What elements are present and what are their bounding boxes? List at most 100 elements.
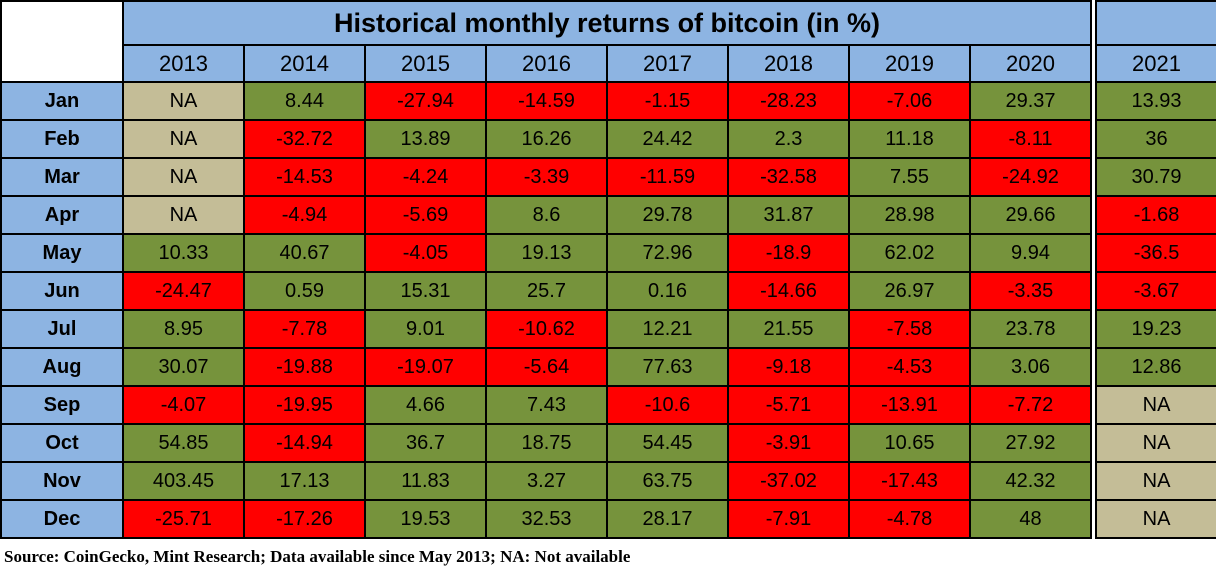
- value-cell: 29.66: [968, 195, 1093, 235]
- year-header: 2019: [848, 44, 971, 83]
- value-cell: -14.66: [727, 271, 850, 311]
- value-cell: 21.55: [727, 309, 850, 349]
- value-cell: 10.33: [122, 233, 245, 273]
- value-cell: NA: [122, 119, 245, 159]
- value-cell: NA: [1095, 499, 1216, 539]
- month-label: Nov: [0, 461, 124, 501]
- value-cell: -19.95: [243, 385, 366, 425]
- value-cell: 72.96: [606, 233, 729, 273]
- source-note: Source: CoinGecko, Mint Research; Data a…: [4, 547, 631, 566]
- table-row: Jun -24.47 0.59 15.31 25.7 0.16 -14.66 26.97 -3.…: [0, 271, 1216, 311]
- value-cell: 9.01: [364, 309, 487, 349]
- value-cell: NA: [1095, 385, 1216, 425]
- value-cell: 3.06: [968, 347, 1093, 387]
- table-row: Mar NA -14.53 -4.24 -3.39 -11.59 -32.58 7.55 -24…: [0, 157, 1216, 197]
- value-cell: 9.94: [968, 233, 1093, 273]
- value-cell: NA: [122, 195, 245, 235]
- value-cell: -3.35: [968, 271, 1093, 311]
- value-cell: -14.94: [243, 423, 366, 463]
- value-cell: -25.71: [122, 499, 245, 539]
- value-cell: -4.94: [243, 195, 366, 235]
- value-cell: 27.92: [968, 423, 1093, 463]
- value-cell: -27.94: [364, 81, 487, 121]
- month-label: Sep: [0, 385, 124, 425]
- table-row: Aug 30.07 -19.88 -19.07 -5.64 77.63 -9.18 -4.53…: [0, 347, 1216, 387]
- value-cell: 3.27: [485, 461, 608, 501]
- month-label: Oct: [0, 423, 124, 463]
- value-cell: 4.66: [364, 385, 487, 425]
- value-cell: 28.17: [606, 499, 729, 539]
- value-cell: -32.72: [243, 119, 366, 159]
- value-cell: 8.6: [485, 195, 608, 235]
- value-cell: 24.42: [606, 119, 729, 159]
- value-cell: 15.31: [364, 271, 487, 311]
- value-cell: -7.72: [968, 385, 1093, 425]
- table-head: Historical monthly returns of bitcoin (i…: [0, 0, 1216, 83]
- value-cell: 0.59: [243, 271, 366, 311]
- value-cell: -7.91: [727, 499, 850, 539]
- month-label: Mar: [0, 157, 124, 197]
- table-title: Historical monthly returns of bitcoin (i…: [121, 0, 1093, 46]
- table-row: May 10.33 40.67 -4.05 19.13 72.96 -18.9 62.02 9.…: [0, 233, 1216, 273]
- table-row: Jul 8.95 -7.78 9.01 -10.62 12.21 21.55 -7.58 23.…: [0, 309, 1216, 349]
- column-gap: [1090, 272, 1098, 310]
- value-cell: -3.67: [1095, 271, 1216, 311]
- column-gap: [1090, 424, 1098, 462]
- year-header: 2018: [727, 44, 850, 83]
- year-header: 2021: [1095, 44, 1216, 83]
- month-label: May: [0, 233, 124, 273]
- value-cell: 7.55: [848, 157, 971, 197]
- table-row: Apr NA -4.94 -5.69 8.6 29.78 31.87 28.98 29.66 -1…: [0, 195, 1216, 235]
- value-cell: -10.62: [485, 309, 608, 349]
- value-cell: 77.63: [606, 347, 729, 387]
- value-cell: 8.95: [122, 309, 245, 349]
- value-cell: -24.47: [122, 271, 245, 311]
- value-cell: -14.53: [243, 157, 366, 197]
- corner-cell: [0, 0, 124, 83]
- value-cell: -9.18: [727, 347, 850, 387]
- value-cell: -5.69: [364, 195, 487, 235]
- table-row: Feb NA -32.72 13.89 16.26 24.42 2.3 11.18 -8.11 3…: [0, 119, 1216, 159]
- value-cell: 2.3: [727, 119, 850, 159]
- value-cell: 48: [968, 499, 1093, 539]
- value-cell: -5.64: [485, 347, 608, 387]
- value-cell: -4.24: [364, 157, 487, 197]
- value-cell: 40.67: [243, 233, 366, 273]
- value-cell: 30.07: [122, 347, 245, 387]
- value-cell: 28.98: [848, 195, 971, 235]
- value-cell: -11.59: [606, 157, 729, 197]
- table-row: Sep -4.07 -19.95 4.66 7.43 -10.6 -5.71 -13.91 -7…: [0, 385, 1216, 425]
- column-gap: [1090, 120, 1098, 158]
- value-cell: 54.45: [606, 423, 729, 463]
- value-cell: 13.89: [364, 119, 487, 159]
- value-cell: 12.86: [1095, 347, 1216, 387]
- table-row: Dec -25.71 -17.26 19.53 32.53 28.17 -7.91 -4.78…: [0, 499, 1216, 539]
- month-label: Feb: [0, 119, 124, 159]
- table-row: Nov 403.45 17.13 11.83 3.27 63.75 -37.02 -17.43…: [0, 461, 1216, 501]
- value-cell: NA: [122, 81, 245, 121]
- value-cell: 31.87: [727, 195, 850, 235]
- value-cell: NA: [1095, 423, 1216, 463]
- value-cell: -24.92: [968, 157, 1093, 197]
- value-cell: -19.07: [364, 347, 487, 387]
- month-label: Apr: [0, 195, 124, 235]
- value-cell: 30.79: [1095, 157, 1216, 197]
- year-header-row: 2013 2014 2015 2016 2017 2018 2019 2020 2021: [1, 44, 1216, 83]
- column-gap: [1090, 82, 1098, 120]
- value-cell: -3.39: [485, 157, 608, 197]
- column-gap: [1090, 310, 1098, 348]
- value-cell: -4.53: [848, 347, 971, 387]
- value-cell: 26.97: [848, 271, 971, 311]
- value-cell: -7.58: [848, 309, 971, 349]
- value-cell: -36.5: [1095, 233, 1216, 273]
- value-cell: -10.6: [606, 385, 729, 425]
- value-cell: 11.83: [364, 461, 487, 501]
- value-cell: -19.88: [243, 347, 366, 387]
- column-gap: [1090, 386, 1098, 424]
- value-cell: 25.7: [485, 271, 608, 311]
- value-cell: 62.02: [848, 233, 971, 273]
- year-header: 2015: [364, 44, 487, 83]
- value-cell: -32.58: [727, 157, 850, 197]
- value-cell: 19.53: [364, 499, 487, 539]
- returns-table: Historical monthly returns of bitcoin (i…: [0, 0, 1216, 539]
